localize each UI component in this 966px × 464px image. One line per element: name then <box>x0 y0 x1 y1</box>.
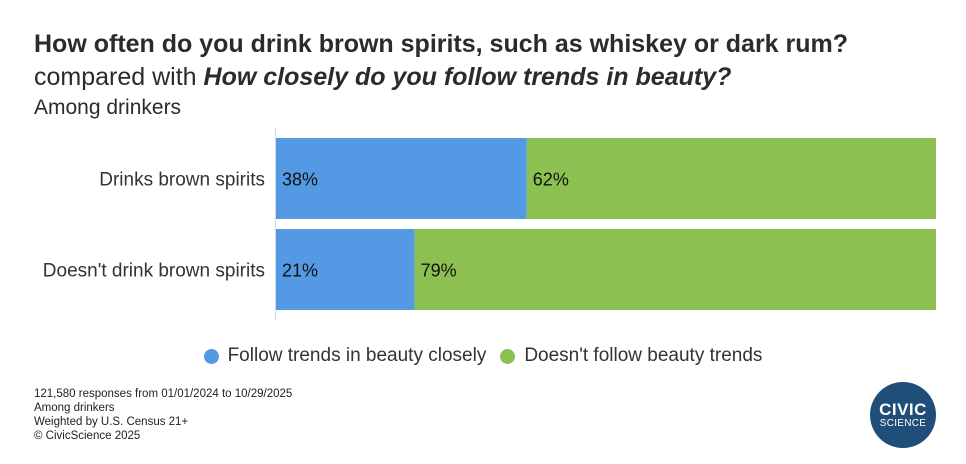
legend-label-not-follow: Doesn't follow beauty trends <box>524 345 763 366</box>
subtitle-prefix: compared with <box>34 63 204 91</box>
footnote-population: Among drinkers <box>34 402 115 414</box>
chart-subtitle-population: Among drinkers <box>34 96 182 119</box>
bar-segment-0-1 <box>526 138 936 219</box>
chart-subtitle: compared with How closely do you follow … <box>34 63 731 92</box>
subtitle-question: How closely do you follow trends in beau… <box>203 63 732 91</box>
chart-legend: Follow trends in beauty closely Doesn't … <box>0 345 966 367</box>
bar-segment-1-0 <box>276 229 415 310</box>
bar-segment-1-1 <box>414 229 937 310</box>
footnote-copyright: © CivicScience 2025 <box>34 430 141 442</box>
logo-text-civic: CIVIC <box>879 400 927 419</box>
legend-dot-follow <box>203 348 219 364</box>
chart-title: How often do you drink brown spirits, su… <box>34 30 849 58</box>
legend-label-follow: Follow trends in beauty closely <box>227 345 487 366</box>
data-label-1-0: 21% <box>282 261 318 281</box>
category-label-1: Doesn't drink brown spirits <box>43 261 265 282</box>
data-label-1-1: 79% <box>421 261 457 281</box>
legend-item-follow: Follow trends in beauty closely <box>203 345 487 367</box>
data-label-0-1: 62% <box>533 170 569 190</box>
logo-text-science: SCIENCE <box>879 418 927 429</box>
bar-segment-0-0 <box>276 138 527 219</box>
civicscience-logo: CIVIC SCIENCE <box>870 382 936 448</box>
legend-dot-not-follow <box>500 348 516 364</box>
category-label-0: Drinks brown spirits <box>99 170 265 191</box>
data-label-0-0: 38% <box>282 170 318 190</box>
footnote-responses: 121,580 responses from 01/01/2024 to 10/… <box>34 388 293 400</box>
footnote-weighting: Weighted by U.S. Census 21+ <box>34 416 189 428</box>
stacked-bar-chart: Drinks brown spirits 38% 62% Doesn't drink … <box>43 128 937 320</box>
legend-item-not-follow: Doesn't follow beauty trends <box>500 345 762 367</box>
footnotes: 121,580 responses from 01/01/2024 to 10/… <box>34 387 292 443</box>
